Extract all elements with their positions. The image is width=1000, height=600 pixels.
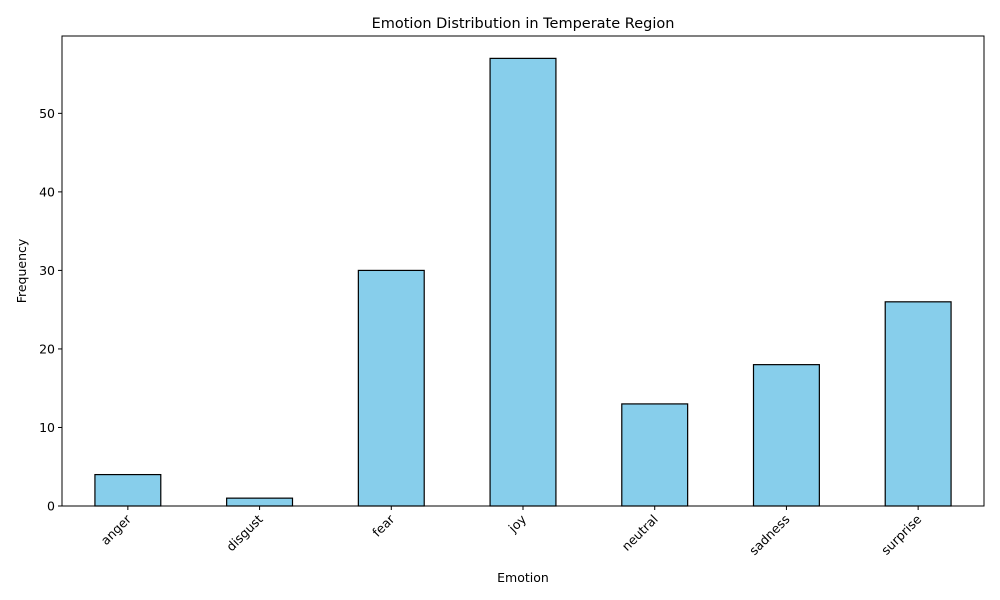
x-tick-label-surprise: surprise [878,511,924,557]
x-axis-label: Emotion [497,570,549,585]
y-tick-label-50: 50 [39,106,55,121]
bars-group [94,57,952,507]
y-tick-label-20: 20 [39,341,55,356]
x-tick-label-anger: anger [98,511,135,548]
bar-neutral [621,403,689,507]
bar-surprise [884,301,952,507]
x-tick-label-neutral: neutral [619,512,661,554]
bar-anger [94,473,162,507]
chart-title: Emotion Distribution in Temperate Region [372,16,675,32]
y-axis-ticks: 0 10 20 30 40 50 [39,106,62,514]
x-axis-ticks: anger disgust fear joy neutral sadness surpris… [98,506,924,558]
x-tick-label-sadness: sadness [746,512,792,558]
x-tick-label-disgust: disgust [223,511,266,554]
y-tick-label-0: 0 [47,499,55,514]
x-tick-label-fear: fear [369,511,398,540]
y-tick-label-30: 30 [39,263,55,278]
bar-fear [357,269,425,507]
plot-frame [61,35,985,507]
bar-joy [489,57,557,507]
bar-disgust [226,497,294,507]
y-tick-label-10: 10 [39,420,55,435]
x-tick-label-joy: joy [505,511,530,536]
y-axis-label: Frequency [14,238,29,303]
y-tick-label-40: 40 [39,184,55,199]
bar-sadness [752,364,820,507]
